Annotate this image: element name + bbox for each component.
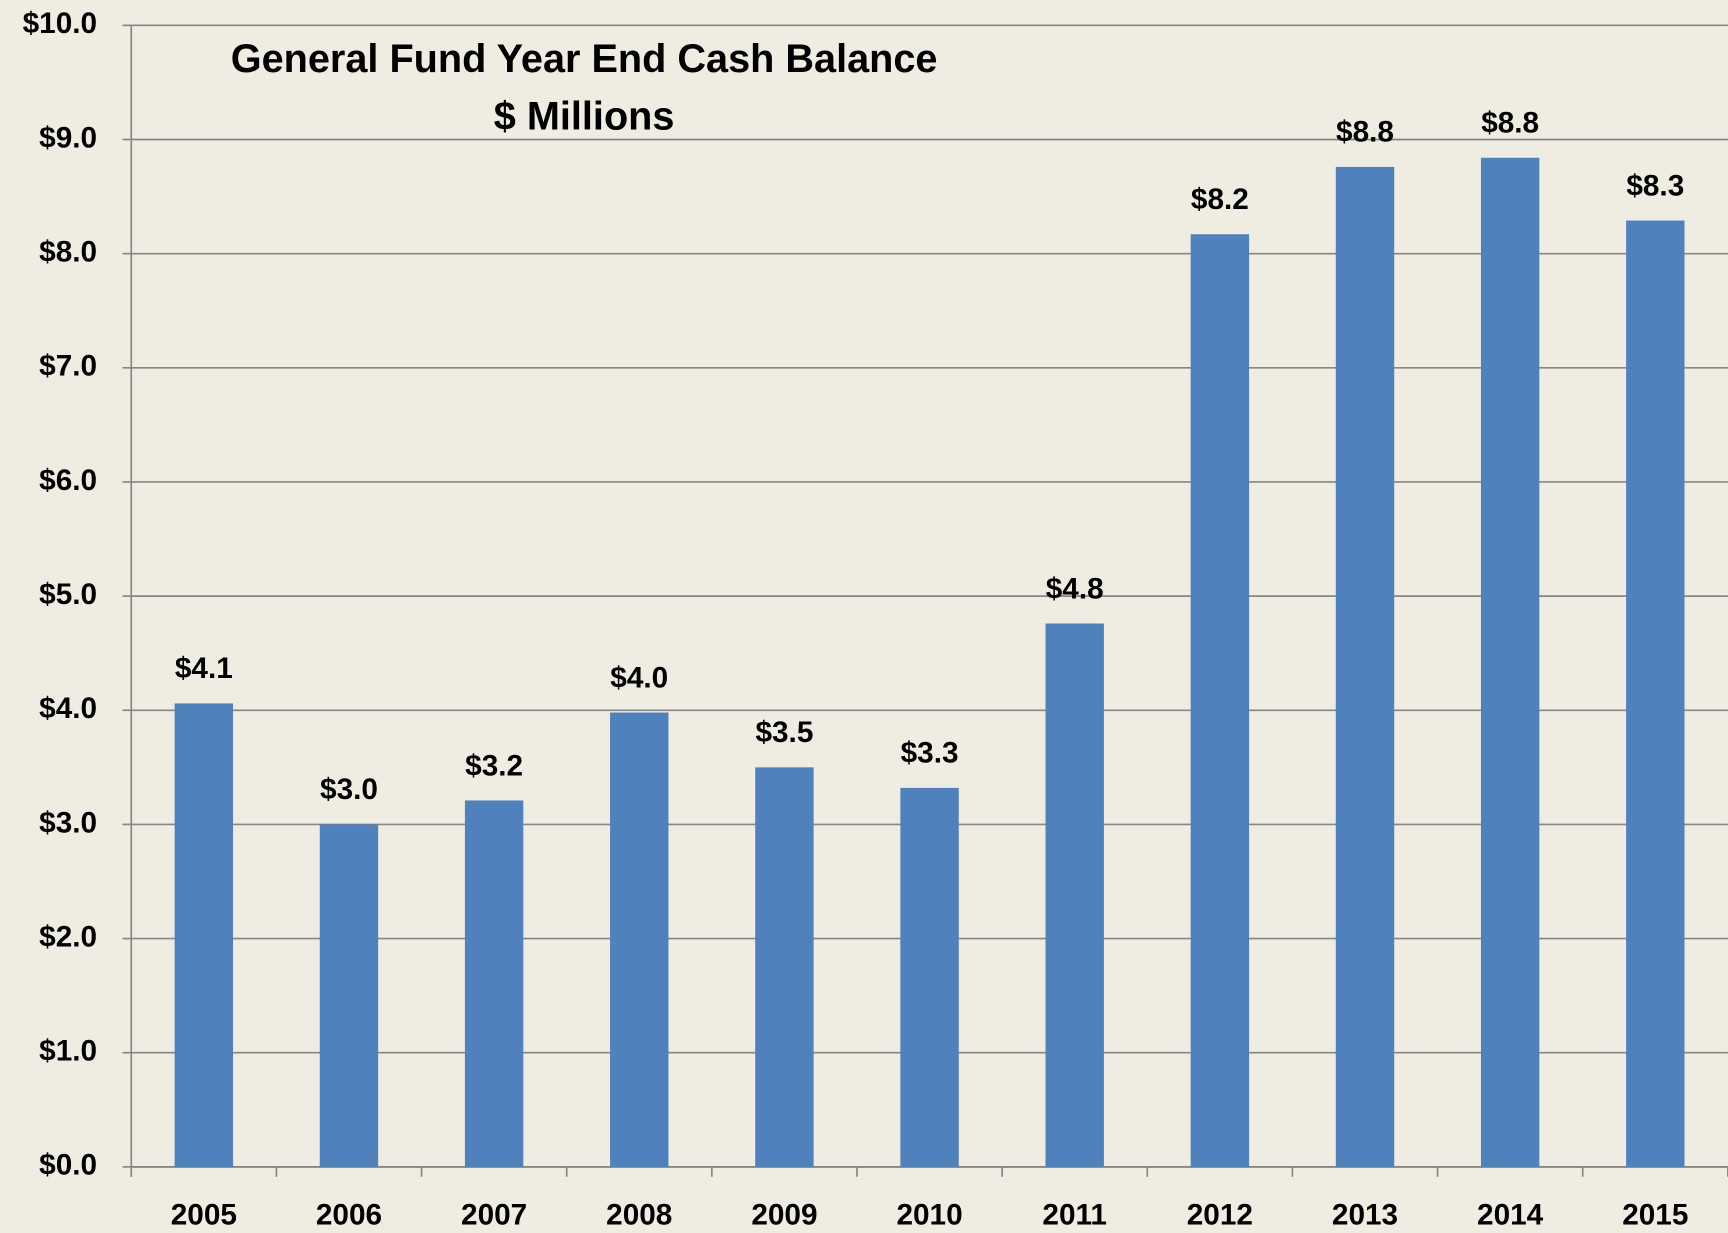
data-label: $3.0: [320, 773, 378, 806]
y-tick-label: $0.0: [39, 1149, 97, 1182]
data-label: $8.8: [1336, 116, 1394, 149]
y-tick-label: $2.0: [39, 920, 97, 953]
y-tick-label: $8.0: [39, 236, 97, 269]
y-tick-label: $5.0: [39, 578, 97, 611]
x-tick-label: 2005: [171, 1198, 237, 1231]
data-label: $3.2: [465, 749, 523, 782]
x-tick-label: 2011: [1042, 1198, 1107, 1231]
bar: [1190, 234, 1250, 1167]
y-tick-label: $7.0: [39, 350, 97, 383]
bar: [1335, 166, 1395, 1167]
x-tick-label: 2015: [1622, 1198, 1688, 1231]
y-tick-label: $4.0: [39, 692, 97, 725]
x-tick-label: 2014: [1477, 1198, 1544, 1231]
bar: [464, 800, 524, 1167]
chart-subtitle: $ Millions: [494, 94, 675, 138]
bar: [174, 703, 234, 1167]
data-label: $8.3: [1626, 169, 1684, 202]
data-label: $8.2: [1191, 183, 1249, 216]
x-tick-label: 2012: [1187, 1198, 1253, 1231]
bar: [900, 787, 959, 1167]
bar: [610, 712, 669, 1167]
y-tick-label: $9.0: [39, 121, 97, 154]
data-label: $3.5: [755, 716, 813, 749]
data-label: $8.8: [1481, 107, 1539, 140]
data-label: $3.3: [901, 737, 959, 770]
bar: [755, 767, 814, 1167]
data-label: $4.0: [610, 661, 668, 694]
bar: [319, 824, 379, 1167]
bar: [1480, 157, 1540, 1167]
data-label: $4.1: [175, 652, 233, 685]
y-tick-label: $10.0: [23, 7, 97, 40]
x-tick-label: 2006: [316, 1198, 382, 1231]
bar: [1626, 220, 1685, 1167]
x-tick-label: 2009: [751, 1198, 817, 1231]
chart-title: General Fund Year End Cash Balance: [231, 37, 938, 81]
y-tick-label: $3.0: [39, 806, 97, 839]
x-tick-label: 2008: [606, 1198, 672, 1231]
x-tick-label: 2007: [461, 1198, 527, 1231]
data-label: $4.8: [1046, 572, 1104, 605]
bar: [1045, 623, 1104, 1167]
x-tick-label: 2013: [1332, 1198, 1398, 1231]
y-tick-label: $6.0: [39, 464, 97, 497]
x-tick-label: 2010: [896, 1198, 962, 1231]
y-tick-label: $1.0: [39, 1035, 97, 1068]
